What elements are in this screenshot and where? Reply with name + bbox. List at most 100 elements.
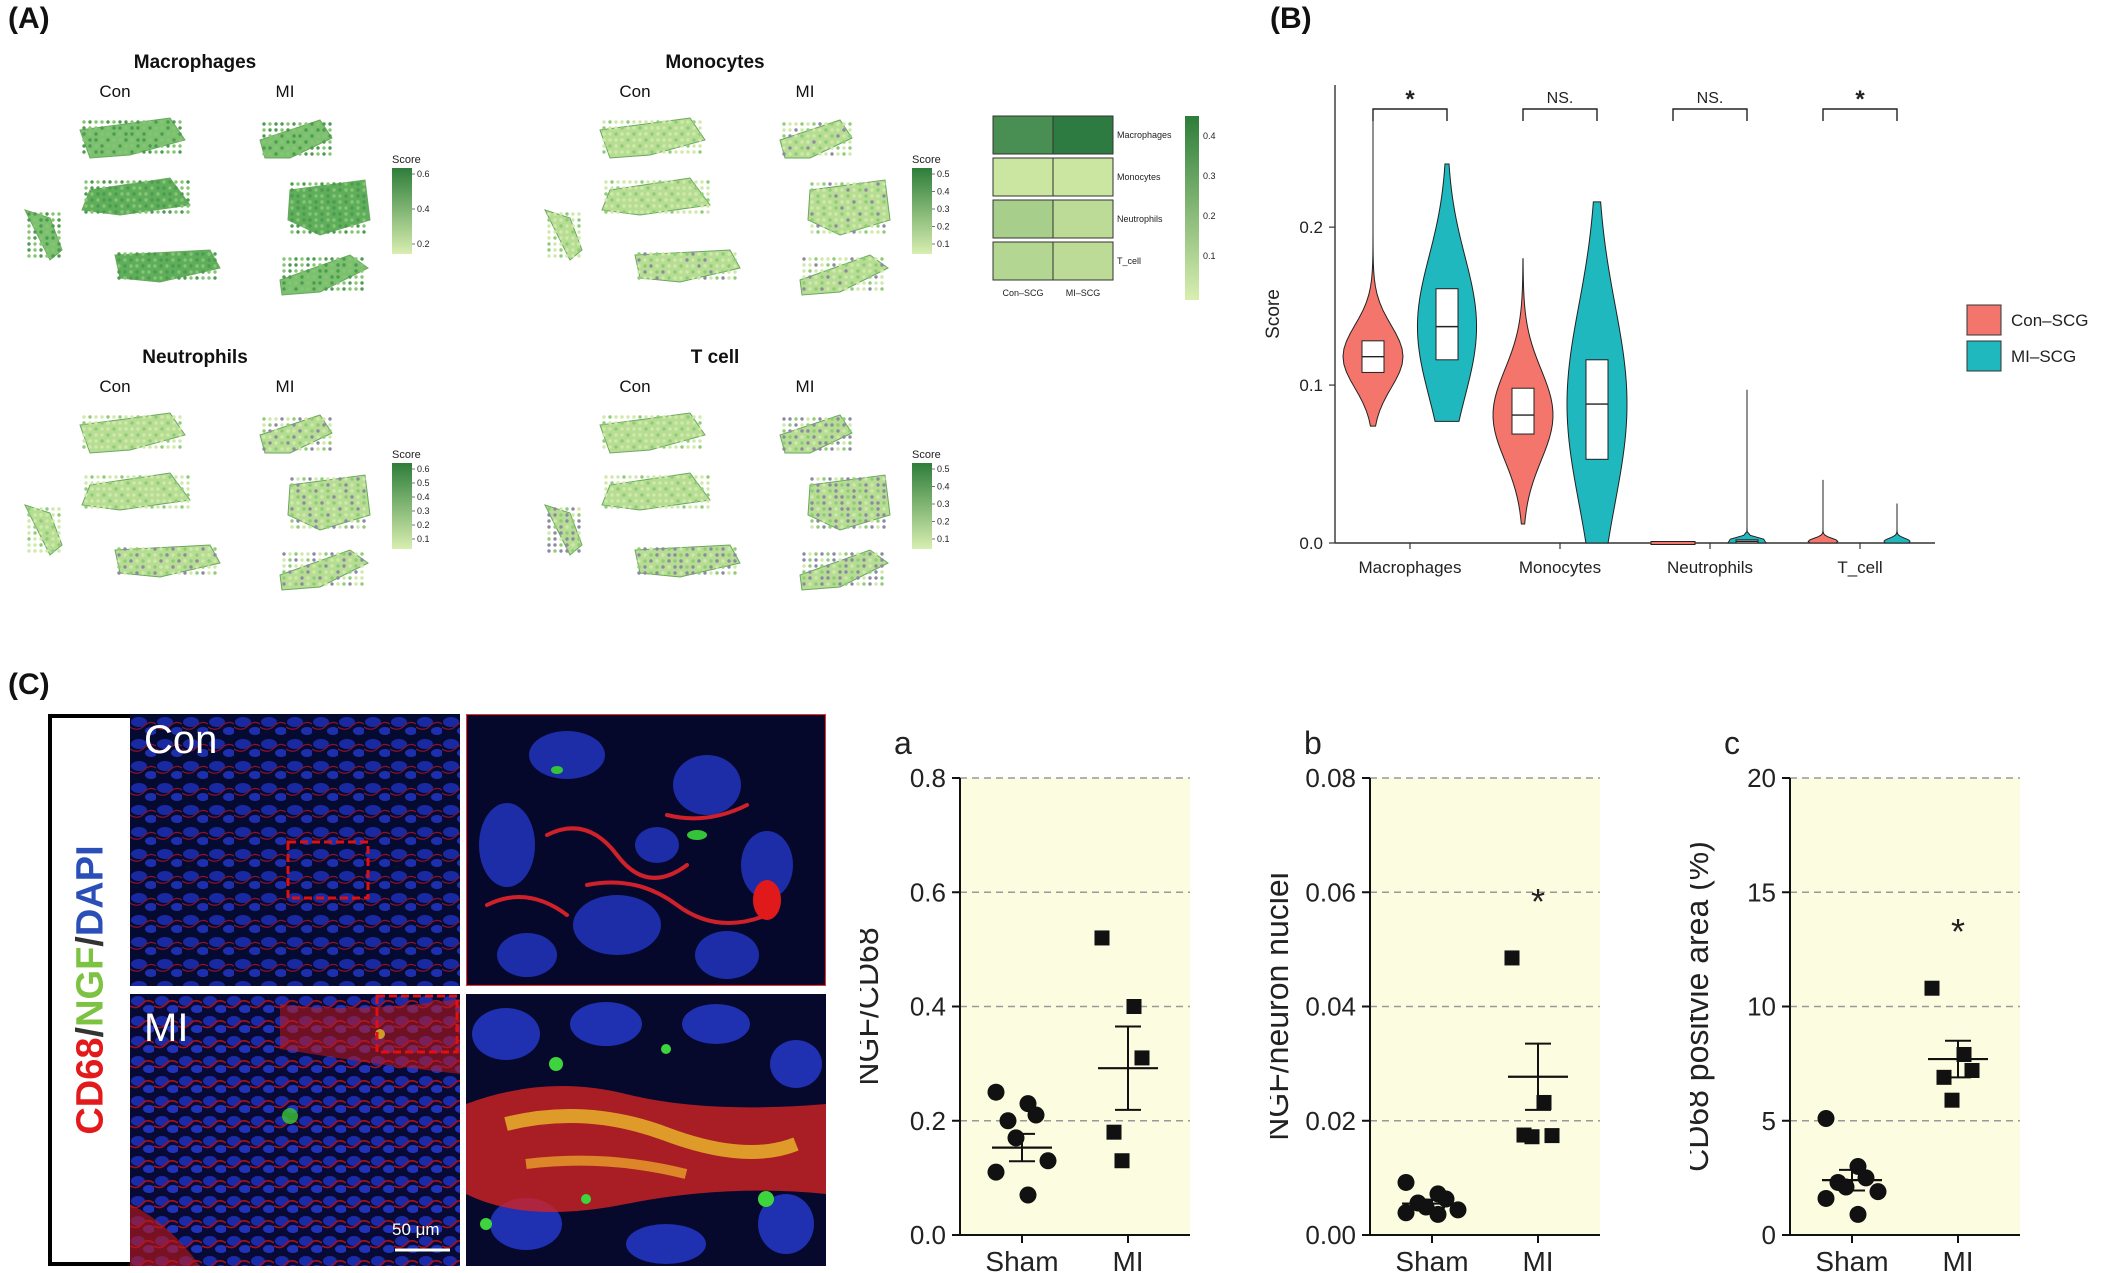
tissue-spot	[117, 565, 121, 569]
tissue-spot	[348, 564, 352, 568]
tissue-spot	[324, 281, 328, 285]
tissue-spot	[362, 483, 366, 487]
tissue-spot	[290, 495, 294, 499]
significance-label: NS.	[1547, 90, 1574, 107]
tissue-spot	[685, 547, 689, 551]
tissue-spot	[703, 252, 707, 256]
tissue-spot	[39, 254, 43, 258]
data-point-mi	[1524, 1129, 1540, 1145]
tissue-spot	[868, 558, 872, 562]
tissue-spot	[604, 198, 608, 202]
tissue-spot	[685, 270, 689, 274]
tissue-spot	[836, 140, 840, 144]
tissue-spot	[106, 120, 110, 124]
tissue-spot	[33, 537, 37, 541]
tissue-spot	[112, 126, 116, 130]
tissue-spot	[698, 132, 702, 136]
tissue-spot	[207, 553, 211, 557]
tissue-spot	[864, 224, 868, 228]
tissue-spot	[165, 252, 169, 256]
tissue-spot	[858, 489, 862, 493]
tissue-spot	[306, 558, 310, 562]
tissue-spot	[822, 230, 826, 234]
tissue-spot	[57, 513, 61, 517]
y-tick-label: 15	[1747, 877, 1776, 907]
tissue-spot	[186, 499, 190, 503]
tissue-spot	[858, 200, 862, 204]
tissue-spot	[640, 210, 644, 214]
tissue-spot	[876, 501, 880, 505]
tissue-spot	[136, 144, 140, 148]
tissue-spot	[870, 224, 874, 228]
tissue-spot	[178, 150, 182, 154]
tissue-spot	[649, 270, 653, 274]
tissue-spot	[818, 435, 822, 439]
tissue-spot	[656, 421, 660, 425]
tissue-spot	[165, 270, 169, 274]
tissue-spot	[316, 435, 320, 439]
tissue-spot	[356, 230, 360, 234]
tissue-spot	[634, 186, 638, 190]
tissue-spot	[565, 513, 569, 517]
tissue-spot	[189, 276, 193, 280]
tissue-spot	[571, 537, 575, 541]
tissue-spot	[290, 477, 294, 481]
tissue-spot	[842, 152, 846, 156]
tissue-spot	[602, 144, 606, 148]
tissue-spot	[296, 200, 300, 204]
tissue-spot	[362, 206, 366, 210]
heatmap-colorbar-tick: 0.3	[1203, 171, 1216, 181]
tissue-spot	[646, 487, 650, 491]
tissue-spot	[124, 126, 128, 130]
tissue-spot	[670, 210, 674, 214]
tissue-spot	[682, 180, 686, 184]
tissue-spot	[661, 264, 665, 268]
tissue-spot	[680, 427, 684, 431]
tissue-spot	[604, 505, 608, 509]
tissue-spot	[310, 441, 314, 445]
tissue-spot	[162, 198, 166, 202]
tissue-spot	[571, 248, 575, 252]
tissue-spot	[322, 423, 326, 427]
tissue-spot	[840, 501, 844, 505]
tissue-spot	[643, 559, 647, 563]
tissue-spot	[830, 122, 834, 126]
tissue-spot	[57, 525, 61, 529]
tissue-spot	[178, 138, 182, 142]
tissue-spot	[118, 421, 122, 425]
tissue-spot	[147, 270, 151, 274]
tissue-spot	[686, 439, 690, 443]
tissue-spot	[703, 276, 707, 280]
tissue-spot	[57, 507, 61, 511]
tissue-spot	[547, 525, 551, 529]
tissue-spot	[318, 576, 322, 580]
tissue-spot	[332, 212, 336, 216]
tissue-spot	[646, 493, 650, 497]
tissue-spot	[290, 513, 294, 517]
tissue-spot	[296, 495, 300, 499]
tissue-spot	[318, 275, 322, 279]
tissue-spot	[362, 188, 366, 192]
tissue-spot	[354, 281, 358, 285]
tissue-spot	[649, 252, 653, 256]
tissue-spot	[844, 287, 848, 291]
tissue-spot	[186, 493, 190, 497]
tissue-spot	[84, 180, 88, 184]
tissue-spot	[324, 552, 328, 556]
tissue-slice-shape	[544, 504, 583, 556]
legend-tick-label: 0.3	[937, 499, 950, 509]
tissue-spot	[300, 257, 304, 261]
tissue-spot	[165, 258, 169, 262]
tissue-spot	[144, 186, 148, 190]
stain-label: CD68/NGF/DAPI	[70, 845, 113, 1134]
tissue-spot	[644, 439, 648, 443]
tissue-spot	[727, 264, 731, 268]
tissue-spot	[634, 487, 638, 491]
tissue-spot	[159, 553, 163, 557]
tissue-spot	[655, 559, 659, 563]
tissue-spot	[45, 513, 49, 517]
spatial-plot: Monocytes Con MI Score 0.5 0.4 0.3 0.2 0.1	[520, 40, 990, 325]
tissue-spot	[114, 186, 118, 190]
tissue-spot	[616, 180, 620, 184]
tissue-spot	[102, 487, 106, 491]
